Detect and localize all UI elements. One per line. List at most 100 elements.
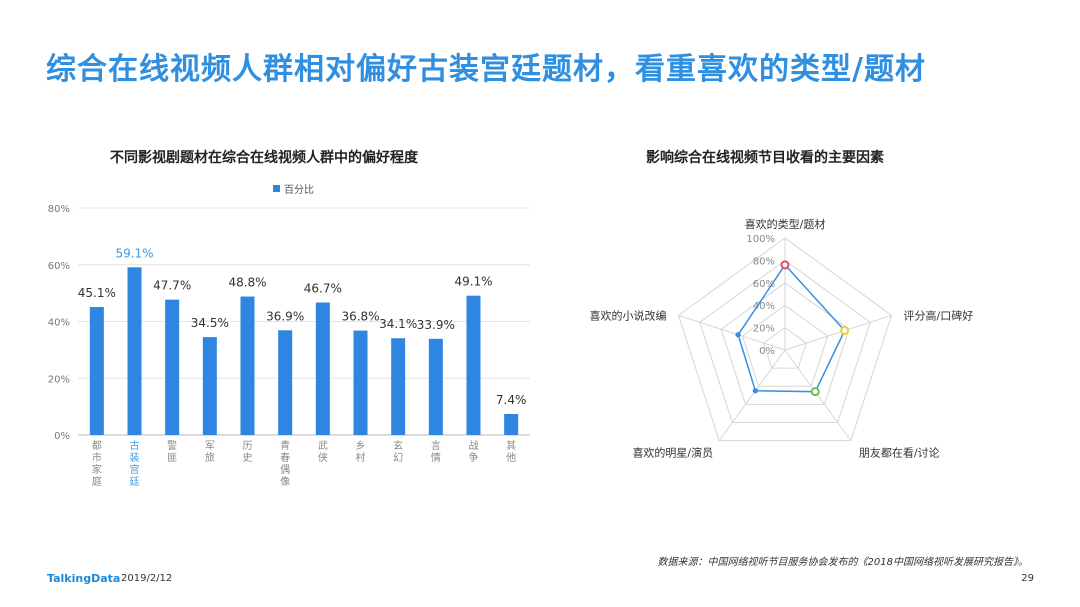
radar-category-label: 喜欢的类型/题材 xyxy=(745,217,826,231)
bar-x-tick-label: 乡村 xyxy=(356,440,366,464)
x-tick-char: 都 xyxy=(92,440,102,452)
brand-logo: TalkingData xyxy=(47,572,121,585)
bar-data-label: 34.5% xyxy=(191,316,229,330)
bar xyxy=(391,338,406,435)
x-tick-char: 情 xyxy=(431,451,441,464)
bar-x-tick-label: 军旅 xyxy=(205,440,215,464)
x-tick-char: 军 xyxy=(205,440,215,452)
x-tick-char: 庭 xyxy=(92,475,102,488)
x-tick-char: 争 xyxy=(469,451,479,464)
x-tick-char: 幻 xyxy=(393,451,403,464)
bar-x-tick-label: 武侠 xyxy=(318,439,328,464)
bar-data-label: 49.1% xyxy=(454,275,492,289)
x-tick-char: 家 xyxy=(92,463,102,476)
bar-data-label: 36.9% xyxy=(266,309,304,323)
x-tick-char: 春 xyxy=(280,452,290,464)
bar xyxy=(504,414,519,435)
x-tick-char: 侠 xyxy=(318,451,328,464)
bar-y-tick-label: 40% xyxy=(48,318,70,329)
radar-grid-ring xyxy=(699,259,871,423)
x-tick-char: 他 xyxy=(506,451,516,464)
bar xyxy=(353,330,368,435)
radar-r-tick-label: 100% xyxy=(746,234,775,245)
x-tick-char: 古 xyxy=(130,439,140,452)
radar-grid-ring xyxy=(741,304,829,387)
bar-x-tick-label: 警匪 xyxy=(167,439,177,464)
legend-label: 百分比 xyxy=(284,185,314,196)
radar-r-tick-label: 20% xyxy=(753,324,775,335)
bar-x-tick-label: 青春偶像 xyxy=(280,439,290,488)
x-tick-char: 装 xyxy=(130,451,140,464)
radar-grid-ring xyxy=(720,282,850,405)
radar-series-line xyxy=(737,263,846,393)
radar-axis-line xyxy=(784,314,892,351)
bar-data-label: 36.8% xyxy=(341,310,379,324)
radar-grid-ring xyxy=(677,237,893,442)
radar-point xyxy=(810,387,820,397)
radar-axis-line xyxy=(718,349,786,441)
bar xyxy=(315,302,330,435)
bar-y-tick-label: 60% xyxy=(48,261,70,272)
bar-data-label: 34.1% xyxy=(379,317,417,331)
radar-chart-title: 影响综合在线视频节目收看的主要因素 xyxy=(646,150,884,166)
radar-category-label: 喜欢的明星/演员 xyxy=(632,446,713,460)
bar-data-label: 7.4% xyxy=(496,393,527,407)
radar-axis-line xyxy=(678,314,786,351)
bar-data-label: 33.9% xyxy=(417,318,455,332)
x-tick-char: 乡 xyxy=(356,440,366,452)
x-tick-char: 市 xyxy=(92,451,102,464)
x-tick-char: 言 xyxy=(431,439,441,452)
x-tick-char: 像 xyxy=(280,476,290,488)
x-tick-char: 宫 xyxy=(130,463,140,476)
x-tick-char: 青 xyxy=(280,439,290,452)
radar-point xyxy=(780,260,790,270)
x-tick-char: 旅 xyxy=(205,451,215,464)
bar-y-tick-label: 20% xyxy=(48,374,70,385)
footer-date: 2019/2/12 xyxy=(121,573,173,584)
bar-data-label: 48.8% xyxy=(228,276,266,290)
x-tick-char: 廷 xyxy=(130,476,140,488)
bar-data-label: 46.7% xyxy=(304,281,342,295)
radar-r-tick-label: 0% xyxy=(759,346,775,357)
bar-legend: 百分比 xyxy=(273,181,314,196)
radar-r-tick-label: 80% xyxy=(753,256,775,267)
bar xyxy=(466,295,481,435)
x-tick-char: 武 xyxy=(318,439,328,452)
source-note: 数据来源：中国网络视听节目服务协会发布的《2018中国网络视听发展研究报告》。 xyxy=(657,557,1028,568)
bar-chart-title: 不同影视剧题材在综合在线视频人群中的偏好程度 xyxy=(110,150,418,166)
x-tick-char: 警 xyxy=(167,439,177,452)
bar-data-label: 47.7% xyxy=(153,279,191,293)
radar-point xyxy=(840,326,850,336)
x-tick-char: 史 xyxy=(243,452,253,464)
radar-category-label: 评分高/口碑好 xyxy=(904,308,974,322)
radar-r-tick-label: 40% xyxy=(753,301,775,312)
radar-grid-ring xyxy=(763,326,807,369)
bar xyxy=(127,267,142,435)
radar-point xyxy=(735,332,741,338)
bar-x-tick-label: 都市家庭 xyxy=(92,440,102,488)
bar-x-tick-label: 言情 xyxy=(431,439,441,464)
bar xyxy=(89,307,104,435)
bar-x-tick-label: 其他 xyxy=(506,440,516,464)
bar-x-tick-label: 玄幻 xyxy=(393,439,403,464)
page-number: 29 xyxy=(1021,573,1034,584)
page-title: 综合在线视频人群相对偏好古装宫廷题材，看重喜欢的类型/题材 xyxy=(46,52,926,87)
bar-x-tick-label: 古装宫廷 xyxy=(130,439,140,488)
bar xyxy=(165,299,180,435)
x-tick-char: 村 xyxy=(356,451,366,464)
x-tick-char: 历 xyxy=(243,440,253,452)
bar xyxy=(428,338,443,435)
bar-y-tick-label: 0% xyxy=(54,431,70,442)
x-tick-char: 玄 xyxy=(393,439,403,452)
radar-category-label: 朋友都在看/讨论 xyxy=(859,446,940,460)
bar xyxy=(240,296,255,435)
radar-category-label: 喜欢的小说改编 xyxy=(589,308,666,322)
radar-point xyxy=(752,388,759,394)
radar-r-tick-label: 60% xyxy=(753,279,775,290)
bar-data-label: 59.1% xyxy=(115,246,153,260)
bar-x-tick-label: 战争 xyxy=(469,440,479,464)
x-tick-char: 其 xyxy=(506,440,516,452)
x-tick-char: 偶 xyxy=(280,463,290,476)
bar-x-tick-label: 历史 xyxy=(243,440,253,464)
